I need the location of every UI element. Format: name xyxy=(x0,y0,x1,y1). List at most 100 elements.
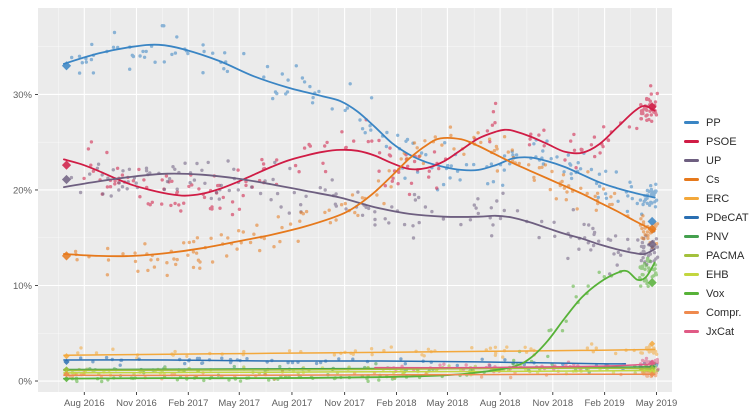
poll-point xyxy=(412,141,417,145)
poll-point xyxy=(585,346,590,350)
poll-point xyxy=(639,284,643,288)
x-tick-label: Nov 2018 xyxy=(532,398,573,409)
poll-point xyxy=(91,169,96,173)
poll-point xyxy=(237,229,241,233)
poll-point xyxy=(192,178,197,182)
legend-item-Vox: Vox xyxy=(684,284,749,303)
legend-swatch-icon xyxy=(684,235,699,238)
poll-point xyxy=(455,363,459,368)
poll-point xyxy=(432,150,437,154)
election-marker-UP xyxy=(61,174,72,185)
poll-point xyxy=(423,205,428,209)
poll-point xyxy=(565,190,569,194)
poll-point xyxy=(75,379,79,384)
trend-line-UP xyxy=(63,172,656,256)
poll-point xyxy=(370,139,374,143)
poll-point xyxy=(209,236,213,240)
poll-point xyxy=(493,345,498,349)
poll-point xyxy=(655,357,659,362)
poll-point xyxy=(396,133,400,137)
poll-point xyxy=(280,225,284,230)
poll-point xyxy=(501,183,505,187)
poll-point xyxy=(230,212,235,217)
poll-point xyxy=(206,160,210,165)
poll-point xyxy=(597,270,601,274)
poll-point xyxy=(440,143,444,147)
poll-point xyxy=(572,132,576,137)
poll-point xyxy=(649,113,653,117)
poll-point xyxy=(629,185,634,189)
poll-point xyxy=(594,208,598,212)
poll-point xyxy=(245,357,249,361)
poll-point xyxy=(117,181,121,185)
poll-point xyxy=(218,206,222,210)
poll-point xyxy=(489,206,493,210)
poll-point xyxy=(517,161,521,166)
poll-point xyxy=(540,165,544,169)
poll-point xyxy=(84,60,89,64)
poll-point xyxy=(437,166,441,171)
poll-point xyxy=(391,176,395,180)
poll-point xyxy=(269,198,273,202)
poll-point xyxy=(608,238,613,242)
poll-point xyxy=(626,237,630,242)
legend-swatch-icon xyxy=(684,121,699,124)
poll-point xyxy=(236,168,240,172)
poll-point xyxy=(458,178,462,182)
poll-point xyxy=(275,91,279,96)
poll-point xyxy=(142,178,146,182)
poll-point xyxy=(373,217,377,222)
poll-point xyxy=(652,250,657,255)
poll-point xyxy=(106,246,110,251)
poll-point xyxy=(592,230,597,235)
poll-point xyxy=(248,240,253,245)
poll-point xyxy=(275,191,280,196)
poll-point xyxy=(332,353,337,357)
poll-point xyxy=(639,258,644,263)
poll-point xyxy=(646,284,650,288)
poll-point xyxy=(323,169,328,174)
poll-point xyxy=(146,268,150,273)
poll-point xyxy=(160,178,164,182)
legend-item-PSOE: PSOE xyxy=(684,132,749,151)
poll-point xyxy=(358,118,362,122)
poll-point xyxy=(494,351,498,355)
poll-point xyxy=(546,354,550,359)
poll-point xyxy=(415,146,419,150)
poll-point xyxy=(586,284,590,288)
legend-item-PACMA: PACMA xyxy=(684,246,749,265)
poll-point xyxy=(89,163,93,167)
poll-point xyxy=(136,269,140,273)
poll-point xyxy=(367,206,371,211)
poll-point xyxy=(143,242,147,246)
poll-point xyxy=(192,239,196,244)
x-tick-label: Nov 2016 xyxy=(116,398,157,409)
poll-point xyxy=(210,260,215,264)
poll-point xyxy=(73,249,78,254)
poll-point xyxy=(117,188,121,192)
poll-point xyxy=(446,163,450,168)
poll-point xyxy=(412,159,417,164)
poll-point xyxy=(96,162,101,166)
poll-point xyxy=(360,213,365,217)
poll-point xyxy=(494,144,499,149)
poll-point xyxy=(560,329,565,333)
poll-point xyxy=(262,75,266,79)
poll-point xyxy=(148,203,152,207)
poll-point xyxy=(486,182,490,186)
poll-point xyxy=(646,233,650,238)
poll-point xyxy=(417,220,421,225)
poll-point xyxy=(100,379,104,384)
poll-point xyxy=(112,30,117,35)
poll-point xyxy=(321,161,325,165)
poll-point xyxy=(173,51,178,55)
poll-point xyxy=(217,197,221,201)
poll-point xyxy=(509,375,513,380)
poll-point xyxy=(171,165,175,169)
poll-point xyxy=(594,346,598,350)
poll-point xyxy=(345,106,350,110)
poll-point xyxy=(165,261,169,265)
poll-point xyxy=(138,54,142,58)
poll-point xyxy=(197,187,201,191)
legend-swatch-icon xyxy=(684,330,699,333)
